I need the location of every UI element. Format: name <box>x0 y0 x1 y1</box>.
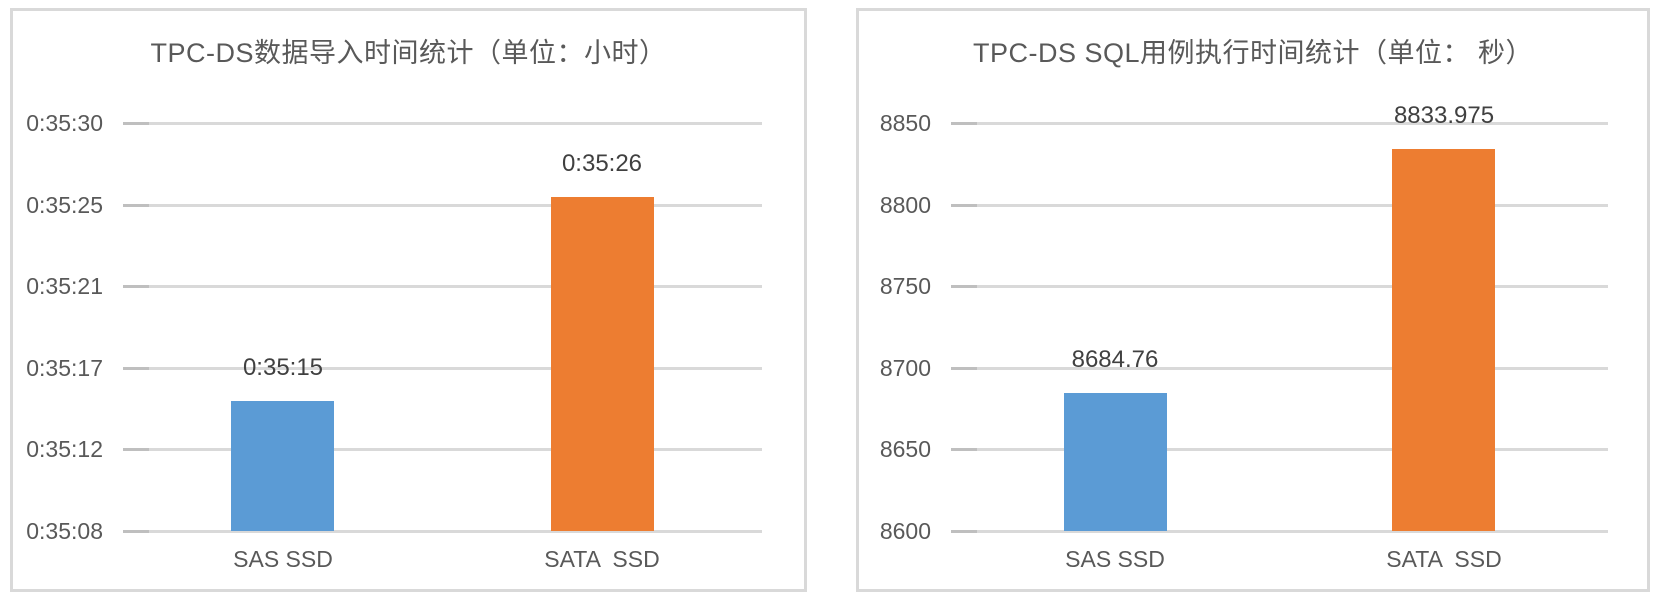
y-axis-tick <box>123 285 149 288</box>
category-label: SATA SSD <box>544 546 660 572</box>
gridline <box>951 204 1608 207</box>
gridline <box>951 367 1608 370</box>
y-axis-tick <box>123 122 149 125</box>
y-axis-tick-label: 8750 <box>879 273 931 299</box>
gridline <box>123 367 762 370</box>
y-axis-tick-label: 0:35:17 <box>26 355 103 381</box>
y-axis-tick-label: 8600 <box>879 518 931 544</box>
gridline <box>123 204 762 207</box>
y-axis-tick-label: 0:35:12 <box>26 436 103 462</box>
chart-title-sql-exec-time: TPC-DS SQL用例执行时间统计（单位： 秒） <box>972 38 1534 68</box>
gridline <box>951 448 1608 451</box>
y-axis-tick-label: 8650 <box>879 436 931 462</box>
chart-title-data-import-time: TPC-DS数据导入时间统计（单位：小时） <box>150 38 667 68</box>
gridline <box>123 530 762 533</box>
bar-value-label: 8833.975 <box>1393 102 1495 129</box>
bar-value-label: 8684.76 <box>1071 346 1159 373</box>
y-axis-tick-label: 8800 <box>879 192 931 218</box>
y-axis-tick-label: 0:35:21 <box>26 273 103 299</box>
y-axis-tick <box>951 448 977 451</box>
gridline <box>951 285 1608 288</box>
category-label: SAS SSD <box>233 546 333 572</box>
y-axis-tick <box>951 122 977 125</box>
y-axis-tick <box>123 530 149 533</box>
gridline <box>123 122 762 125</box>
bar-sas-ssd <box>231 401 334 531</box>
y-axis-tick <box>951 285 977 288</box>
y-axis-tick-label: 8850 <box>879 110 931 136</box>
bar-sata-ssd <box>551 197 654 531</box>
bar-value-label: 0:35:15 <box>242 354 324 381</box>
y-axis-tick <box>951 367 977 370</box>
gridline <box>951 530 1608 533</box>
bar-sas-ssd <box>1064 393 1167 531</box>
chart-panel-sql-exec-time: TPC-DS SQL用例执行时间统计（单位： 秒） 8850 8800 8750 87… <box>856 8 1650 592</box>
gridline <box>951 122 1608 125</box>
y-axis-tick-label: 0:35:25 <box>26 192 103 218</box>
y-axis-tick-label: 0:35:08 <box>26 518 103 544</box>
bar-value-label: 0:35:26 <box>561 150 643 177</box>
category-label: SAS SSD <box>1065 546 1165 572</box>
bar-sata-ssd <box>1392 149 1495 531</box>
y-axis-tick <box>951 530 977 533</box>
gridline <box>123 448 762 451</box>
category-label: SATA SSD <box>1386 546 1502 572</box>
y-axis-tick-label: 8700 <box>879 355 931 381</box>
y-axis-tick <box>951 204 977 207</box>
y-axis-tick-label: 0:35:30 <box>26 110 103 136</box>
chart-panel-data-import-time: TPC-DS数据导入时间统计（单位：小时） 0:35:30 0:35:25 0:35… <box>10 8 807 592</box>
y-axis-tick <box>123 448 149 451</box>
y-axis-tick <box>123 204 149 207</box>
y-axis-tick <box>123 367 149 370</box>
gridline <box>123 285 762 288</box>
